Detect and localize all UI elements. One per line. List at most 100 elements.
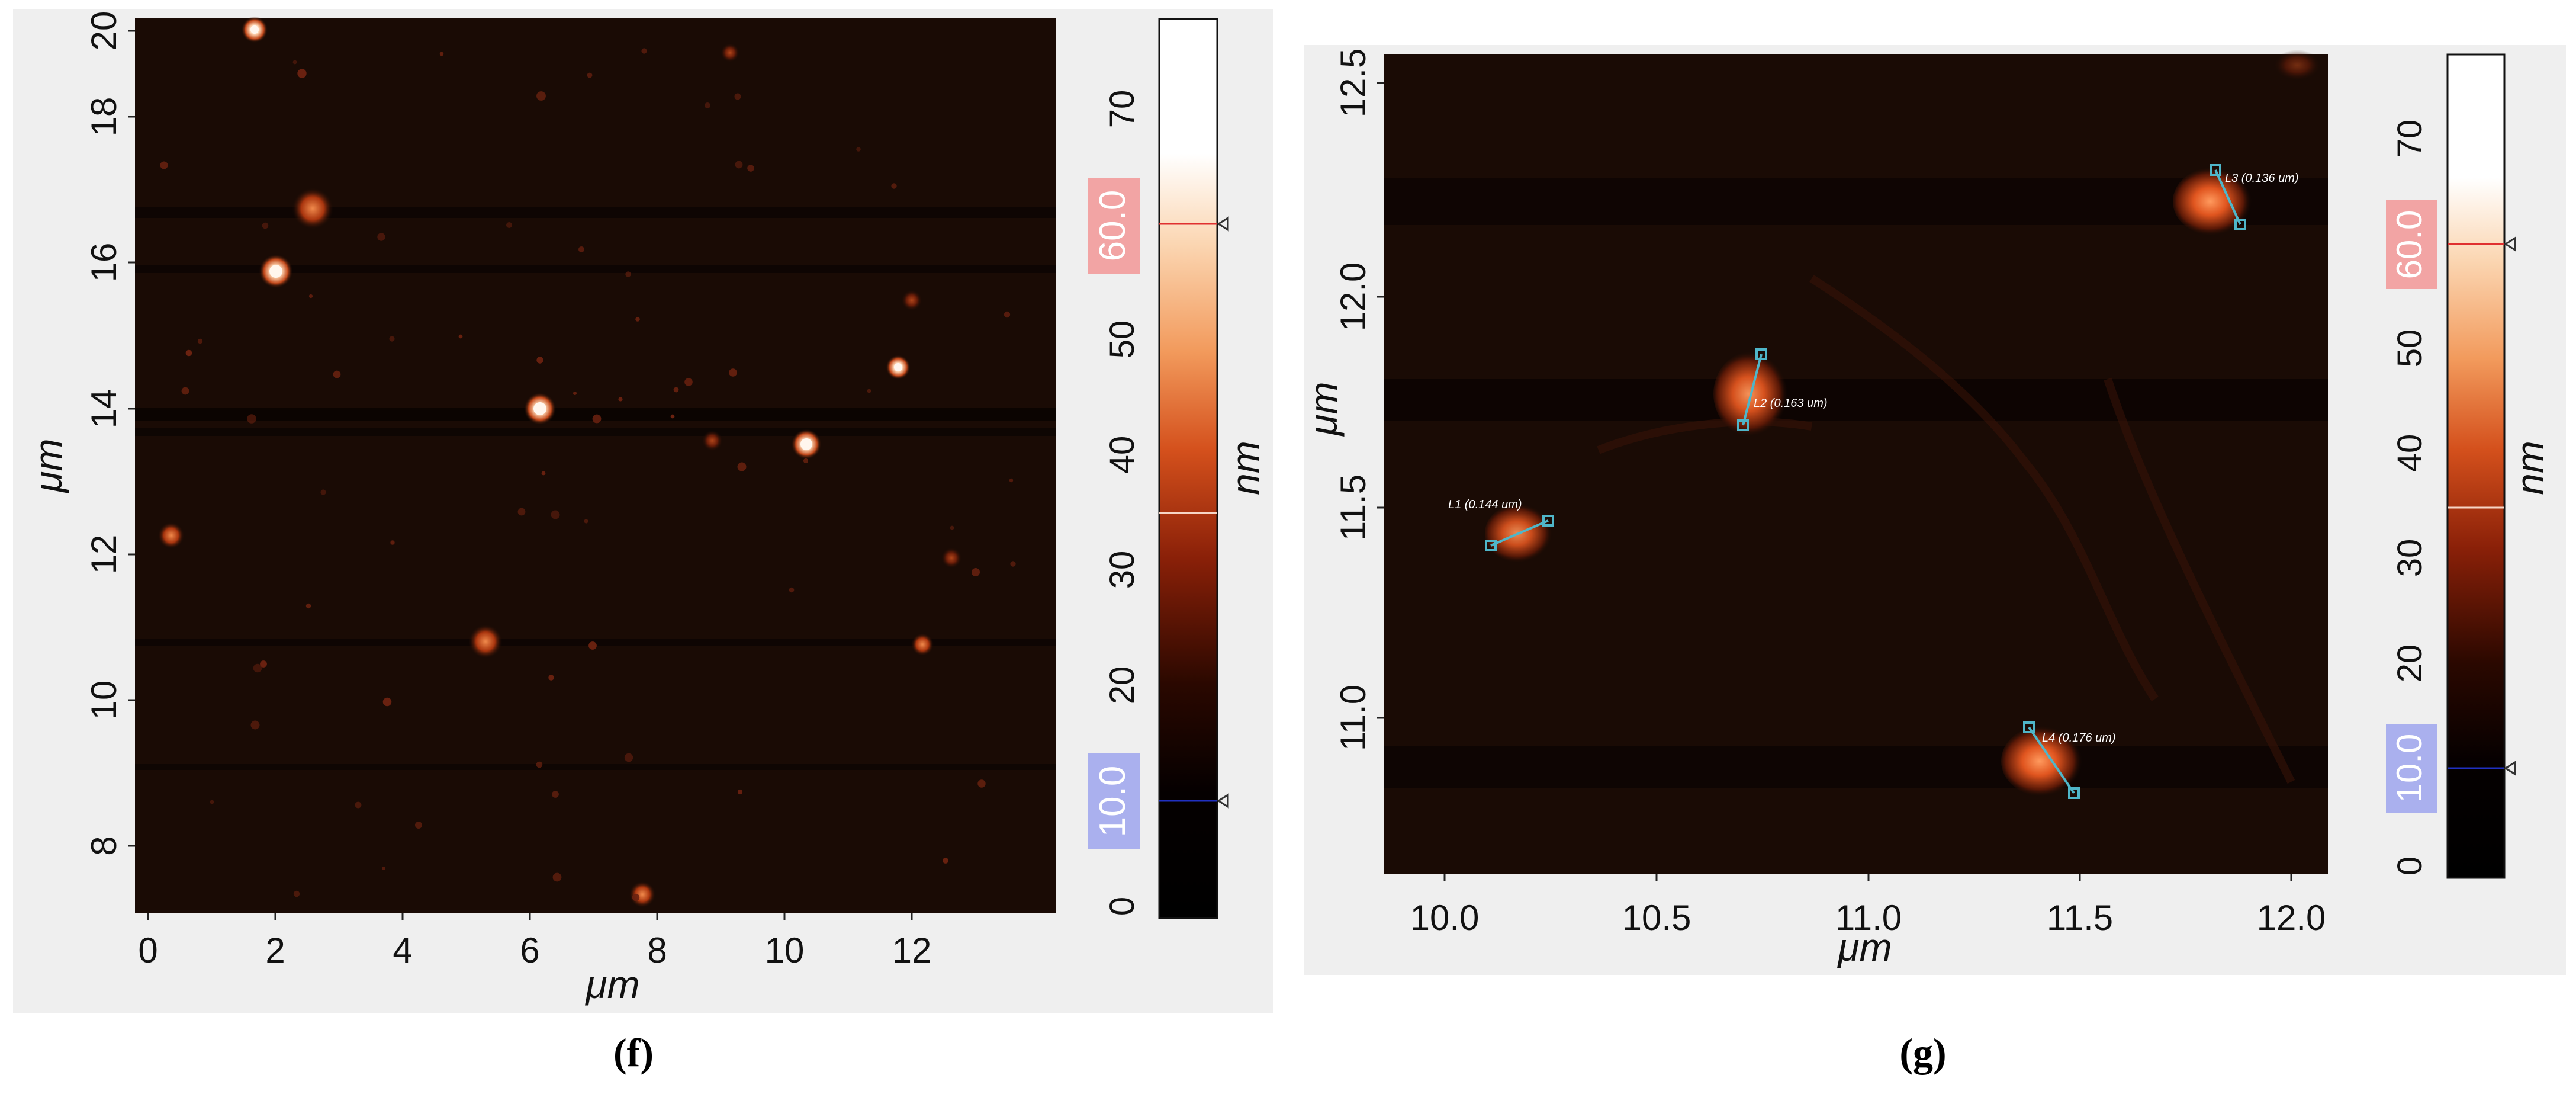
- colorbar-tick-label: 30: [1103, 551, 1141, 589]
- particles-g: [1485, 50, 2321, 797]
- colorbar-tick-label: 40: [2391, 434, 2429, 473]
- particle: [911, 633, 934, 656]
- speck: [573, 392, 577, 395]
- colorbar-tick-label: 0: [1103, 897, 1141, 916]
- x-axis-label-g: μm: [1837, 925, 1892, 969]
- speck: [587, 72, 593, 78]
- y-axis-g: 11.0 11.5 12.0 12.5: [1333, 49, 1384, 751]
- colorbar-ticks-f: 0 20 30 40 50 70: [1103, 90, 1141, 916]
- speck: [292, 60, 297, 65]
- speck: [382, 867, 385, 870]
- particle: [702, 430, 723, 451]
- speck: [389, 336, 395, 342]
- colorbar-gradient-g: [2446, 53, 2506, 879]
- panel-f: 0 2 4 6 8 10 12 8 10 12 14 16 18 20 μm μm 60.0 10.0 …: [13, 9, 1273, 1075]
- y-tick-label: 11.0: [1333, 685, 1373, 751]
- speck: [320, 489, 326, 495]
- particle: [468, 624, 503, 659]
- low-marker-value-g: 10.0: [2390, 734, 2429, 803]
- speck: [536, 91, 546, 101]
- y-tick-label: 18: [84, 97, 124, 137]
- particles-f: [157, 16, 1016, 908]
- speck: [517, 508, 526, 516]
- speck: [972, 568, 980, 576]
- speck: [578, 246, 584, 252]
- measurement-label-l3: L3 (0.136 um): [2225, 172, 2299, 185]
- speck: [185, 349, 192, 357]
- particle-core: [269, 265, 282, 278]
- particle: [157, 522, 185, 549]
- x-tick-label: 8: [647, 931, 667, 970]
- measurement-l4[interactable]: [2023, 721, 2080, 799]
- speck: [247, 414, 256, 424]
- speck: [390, 540, 395, 545]
- measurement-labels: L1 (0.144 um) L2 (0.163 um) L3 (0.136 um…: [1448, 172, 2299, 745]
- x-tick-label: 4: [393, 931, 412, 970]
- speck: [891, 183, 897, 189]
- colorbar-tick-label: 0: [2391, 856, 2429, 875]
- speck: [635, 317, 640, 322]
- x-tick-label: 10.5: [1622, 898, 1691, 938]
- particle: [941, 547, 962, 569]
- particle: [629, 881, 656, 908]
- colorbar-g: 60.0 10.0 0 20 30 40 50 70 nm: [2386, 53, 2552, 879]
- speck: [588, 641, 597, 650]
- speck: [536, 761, 543, 768]
- speck: [305, 603, 311, 609]
- x-axis-label-f: μm: [584, 963, 639, 1006]
- high-marker-handle-f[interactable]: [1217, 216, 1229, 232]
- colorbar-tick-label: 20: [2391, 644, 2429, 683]
- speck: [210, 800, 214, 804]
- speck: [618, 397, 623, 402]
- colorbar-tick-label: 70: [1103, 90, 1141, 129]
- y-tick-label: 8: [84, 836, 124, 855]
- speck: [333, 370, 341, 378]
- particle: [901, 290, 922, 311]
- x-tick-label: 11.5: [2047, 898, 2113, 938]
- colorbar-f: 60.0 10.0 0 20 30 40 50 70 nm: [1088, 18, 1267, 919]
- particle-core: [800, 438, 812, 450]
- speck: [584, 519, 588, 524]
- particle-core: [533, 402, 546, 415]
- speck: [734, 93, 741, 100]
- speck: [552, 791, 559, 798]
- speck: [684, 378, 693, 386]
- measurement-label-l1: L1 (0.144 um): [1448, 498, 1522, 511]
- speck: [552, 872, 562, 882]
- speck: [439, 52, 444, 56]
- low-marker-handle-f[interactable]: [1217, 793, 1229, 809]
- speck: [297, 69, 307, 78]
- speck: [943, 858, 948, 864]
- colorbar-tick-label: 30: [2391, 539, 2429, 578]
- speck: [803, 458, 809, 464]
- low-marker-handle-g[interactable]: [2504, 761, 2516, 776]
- y-tick-label: 16: [84, 243, 124, 283]
- speck: [382, 697, 392, 707]
- colorbar-gradient-f: [1158, 18, 1218, 919]
- high-marker-handle-g[interactable]: [2504, 236, 2516, 252]
- particle: [721, 43, 739, 62]
- speck: [747, 165, 754, 172]
- speck: [415, 822, 422, 829]
- speck: [641, 48, 647, 54]
- x-tick-label: 6: [520, 931, 539, 970]
- speck: [735, 161, 743, 169]
- measurement-l3[interactable]: [2210, 164, 2246, 230]
- y-tick-label: 10: [84, 681, 124, 720]
- x-axis-g: 10.0 10.5 11.0 11.5 12.0: [1410, 874, 2326, 938]
- high-marker-value-g: 60.0: [2390, 210, 2429, 280]
- speck: [458, 334, 463, 339]
- scan-streaks-f: [135, 207, 1056, 770]
- measurement-l2[interactable]: [1737, 348, 1767, 431]
- speck: [977, 779, 986, 788]
- y-tick-label: 14: [84, 389, 124, 429]
- speck: [355, 801, 362, 809]
- x-tick-label: 11.0: [1835, 898, 1902, 938]
- speck: [789, 587, 795, 593]
- colorbar-tick-label: 20: [1103, 666, 1141, 705]
- measurement-l1[interactable]: [1485, 515, 1554, 551]
- y-axis-label-f: μm: [26, 438, 70, 493]
- speck: [670, 414, 675, 419]
- low-marker-box-f: [1088, 753, 1140, 849]
